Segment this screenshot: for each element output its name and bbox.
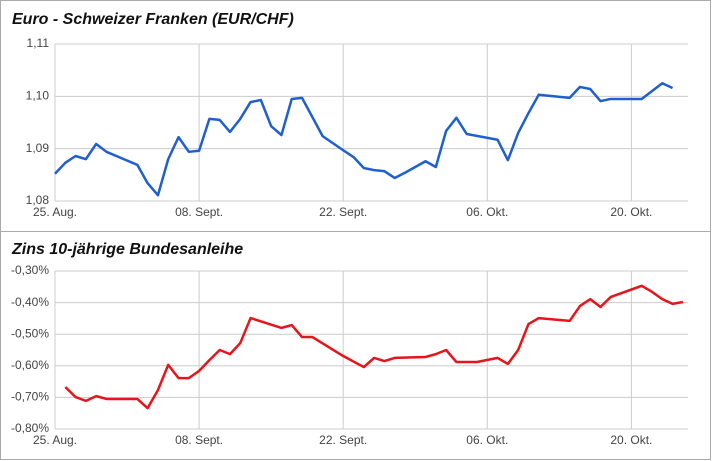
data-line xyxy=(64,284,684,410)
y-tick-label: -0,60% xyxy=(11,358,49,372)
x-tick-label: 20. Okt. xyxy=(610,205,652,219)
y-tick-label: 1,10 xyxy=(26,89,50,103)
x-tick-label: 06. Okt. xyxy=(466,433,508,447)
y-tick-label: -0,80% xyxy=(11,421,49,435)
x-tick-label: 08. Sept. xyxy=(175,433,223,447)
y-tick-label: 1,09 xyxy=(26,141,50,155)
chart-title: Euro - Schweizer Franken (EUR/CHF) xyxy=(12,11,294,28)
y-tick-label: -0,70% xyxy=(11,390,49,404)
x-tick-label: 20. Okt. xyxy=(610,433,652,447)
x-tick-label: 25. Aug. xyxy=(33,205,77,219)
y-tick-label: -0,50% xyxy=(11,326,49,340)
x-tick-label: 08. Sept. xyxy=(175,205,223,219)
x-tick-label: 22. Sept. xyxy=(319,433,367,447)
y-tick-label: 1,08 xyxy=(26,193,50,207)
x-tick-label: 25. Aug. xyxy=(33,433,77,447)
y-tick-label: -0,40% xyxy=(11,295,49,309)
y-tick-label: -0,30% xyxy=(11,263,49,277)
data-line xyxy=(54,82,674,197)
chart-title: Zins 10-jährige Bundesanleihe xyxy=(11,241,243,258)
x-tick-label: 22. Sept. xyxy=(319,205,367,219)
x-tick-label: 06. Okt. xyxy=(466,205,508,219)
y-tick-label: 1,11 xyxy=(27,36,50,50)
